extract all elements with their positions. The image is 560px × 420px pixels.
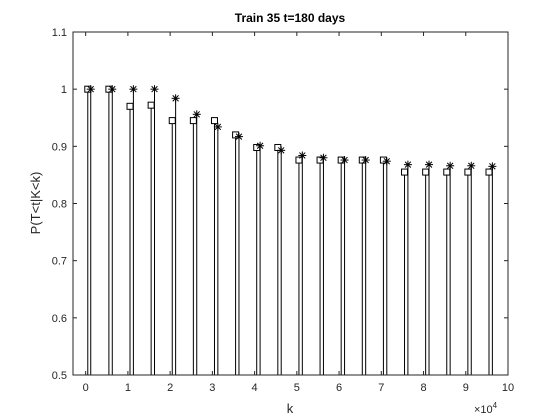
asterisk-marker [171, 94, 180, 103]
asterisk-marker [467, 161, 476, 170]
x-tick-label: 7 [378, 382, 384, 394]
asterisk-marker [256, 141, 265, 150]
square-marker [126, 102, 134, 110]
x-tick-label: 5 [294, 382, 300, 394]
x-tick-label: 1 [125, 382, 131, 394]
y-ticks-layer: 0.5 0.6 0.7 0.8 0.9 1 1.1 [52, 27, 508, 382]
asterisk-marker [425, 160, 434, 169]
y-tick-label: 1.1 [52, 27, 67, 39]
square-marker [464, 168, 472, 176]
asterisk-marker [150, 85, 159, 94]
asterisk-marker [298, 151, 307, 160]
asterisk-marker [213, 122, 222, 131]
asterisk-marker [382, 157, 391, 166]
x-axis-exponent-label: ×104 [474, 401, 498, 416]
asterisk-marker [361, 156, 370, 165]
markers-layer [84, 85, 497, 176]
asterisk-marker [234, 132, 243, 141]
x-tick-label: 9 [463, 382, 469, 394]
y-tick-label: 0.6 [52, 313, 67, 325]
x-axis-label: k [287, 401, 294, 416]
asterisk-marker [86, 85, 95, 94]
x-tick-label: 2 [167, 382, 173, 394]
asterisk-marker [319, 153, 328, 162]
asterisk-marker [488, 162, 497, 171]
x-tick-label: 0 [83, 382, 89, 394]
square-marker [485, 168, 493, 176]
x-tick-label: 10 [502, 382, 514, 394]
asterisk-marker [446, 161, 455, 170]
y-tick-label: 0.9 [52, 141, 67, 153]
x-tick-label: 6 [336, 382, 342, 394]
square-marker [422, 168, 430, 176]
y-tick-label: 0.7 [52, 256, 67, 268]
y-axis-label: P(T<t|K<k) [28, 172, 43, 235]
asterisk-marker [403, 160, 412, 169]
asterisk-marker [129, 85, 138, 94]
square-marker [401, 168, 409, 176]
y-tick-label: 0.8 [52, 199, 67, 211]
x-exponent-power: 4 [493, 401, 498, 410]
y-tick-label: 1 [61, 84, 67, 96]
asterisk-marker [108, 85, 117, 94]
x-exponent-base: ×10 [474, 404, 493, 416]
square-marker [210, 117, 218, 125]
chart-title: Train 35 t=180 days [235, 11, 346, 25]
y-tick-label: 0.5 [52, 370, 67, 382]
square-marker [295, 156, 303, 164]
square-marker [443, 168, 451, 176]
x-ticks-layer: 0 1 2 3 4 5 6 7 8 9 10 [83, 32, 514, 394]
x-tick-label: 4 [252, 382, 258, 394]
square-marker [168, 117, 176, 125]
square-marker [147, 101, 155, 109]
plot-area [73, 32, 508, 375]
asterisk-marker [340, 156, 349, 165]
x-tick-label: 3 [209, 382, 215, 394]
asterisk-marker [277, 146, 286, 155]
square-marker [189, 117, 197, 125]
x-tick-label: 8 [420, 382, 426, 394]
asterisk-marker [192, 110, 201, 119]
stems-layer [87, 89, 493, 375]
